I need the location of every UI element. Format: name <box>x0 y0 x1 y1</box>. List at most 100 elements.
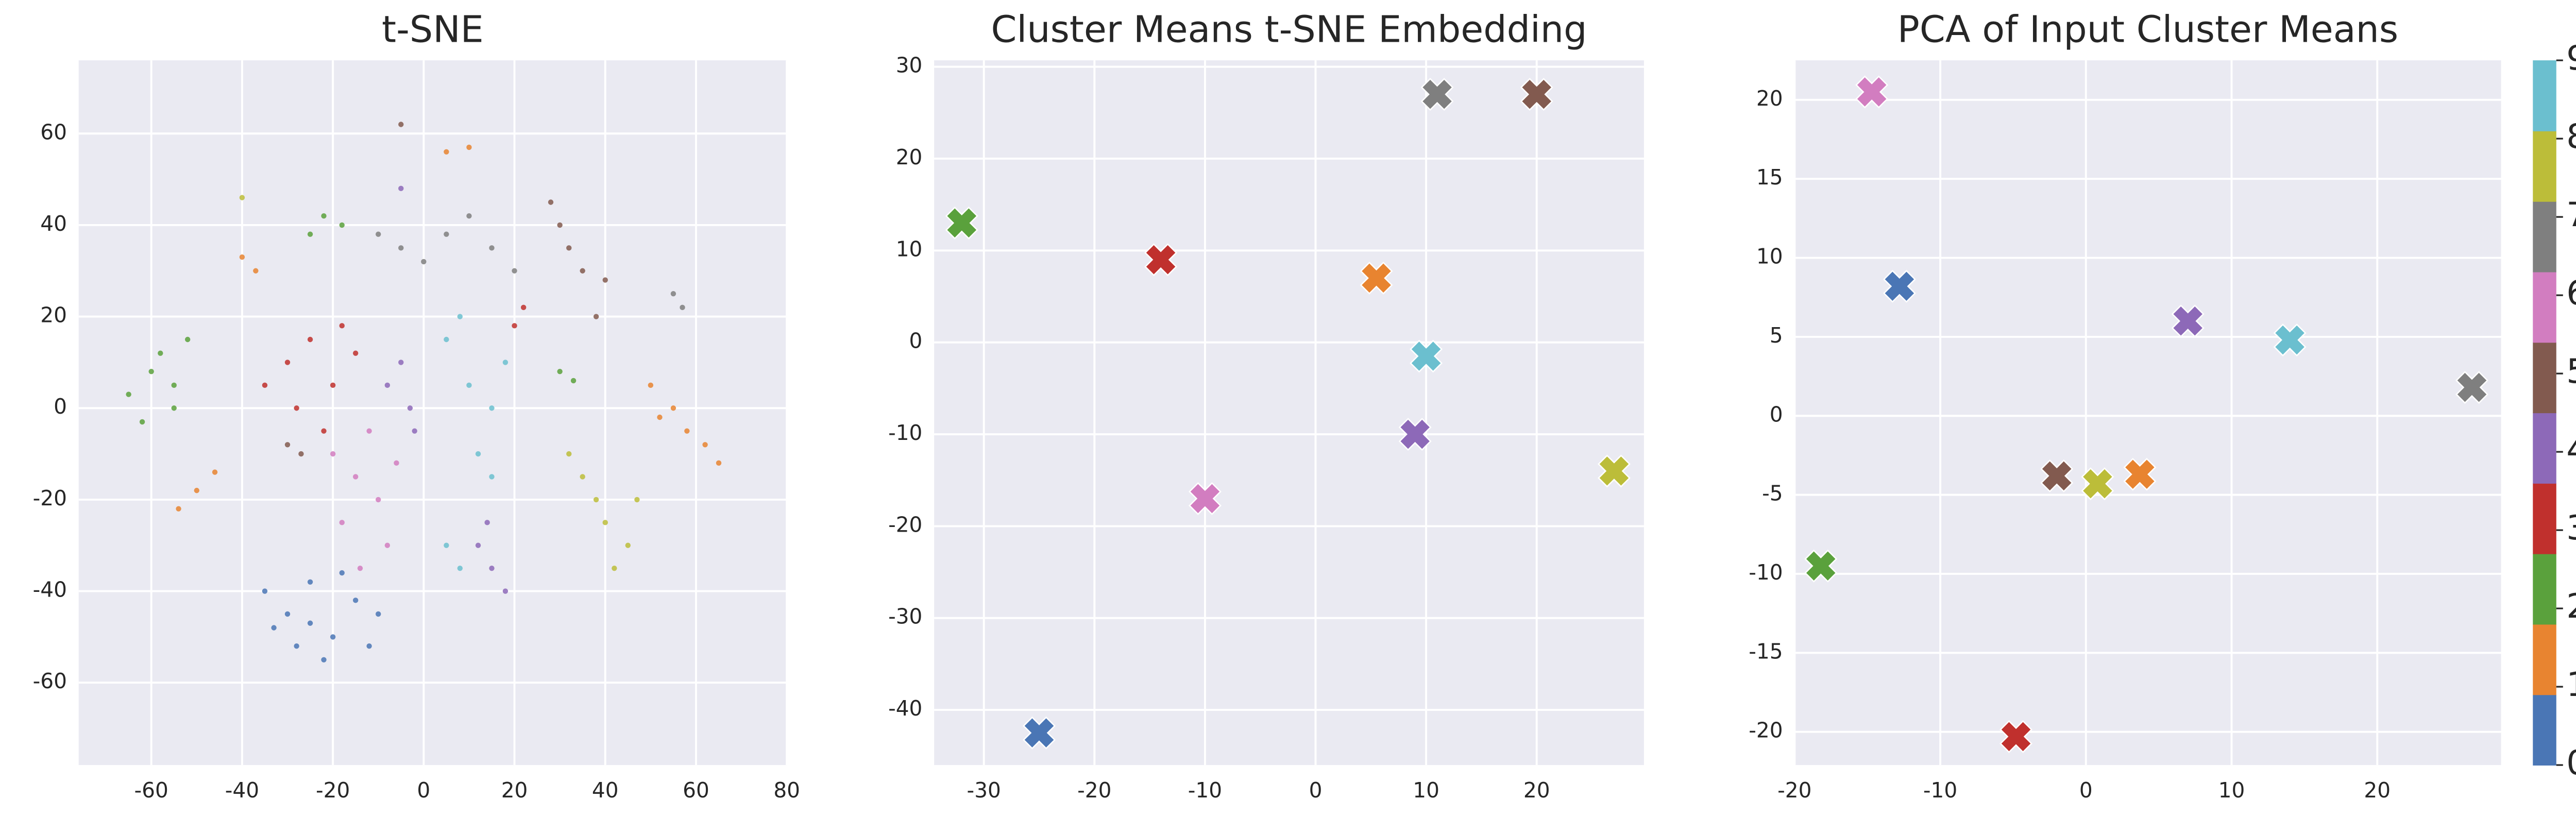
point <box>444 231 449 237</box>
point <box>444 542 449 548</box>
point <box>194 487 199 493</box>
point <box>512 323 517 329</box>
x-tick-label: 0 <box>1309 778 1323 803</box>
cluster-mean <box>1597 454 1631 488</box>
point <box>548 199 554 205</box>
x-tick-label: -30 <box>967 778 1001 803</box>
point <box>271 625 277 631</box>
cluster-mean <box>1144 243 1178 277</box>
colorbar-tick-label: 2 <box>2566 587 2576 626</box>
point <box>184 336 191 343</box>
cluster-mean <box>1883 269 1916 303</box>
point <box>284 360 291 365</box>
y-tick-label: 20 <box>40 303 67 328</box>
point <box>657 414 663 420</box>
point <box>475 542 481 548</box>
point <box>670 291 676 297</box>
point <box>593 314 599 319</box>
cluster-mean <box>1420 78 1454 111</box>
colorbar-segment <box>2533 60 2556 131</box>
point <box>171 405 177 411</box>
point <box>339 323 345 329</box>
point <box>307 336 313 343</box>
point <box>366 643 372 649</box>
colorbar-tick-label: 4 <box>2566 431 2576 469</box>
point <box>602 520 608 525</box>
point <box>421 259 427 265</box>
point <box>352 474 359 480</box>
point <box>484 520 490 525</box>
y-tick-label: -40 <box>888 696 922 721</box>
colorbar-tick-label: 8 <box>2566 117 2576 156</box>
y-tick-label: -15 <box>1749 639 1783 663</box>
cluster-mean <box>1023 716 1056 750</box>
point <box>398 360 404 365</box>
point <box>384 382 391 388</box>
colorbar-tick-label: 5 <box>2566 352 2576 391</box>
point <box>557 222 563 228</box>
y-tick-label: 20 <box>1756 86 1783 111</box>
x-tick-label: -60 <box>134 778 168 803</box>
x-tick-label: 0 <box>417 778 430 803</box>
x-tick-label: 20 <box>1523 778 1550 803</box>
point <box>262 382 268 388</box>
point <box>294 405 299 411</box>
point <box>502 360 509 365</box>
x-tick-label: 40 <box>592 778 619 803</box>
point <box>634 497 640 503</box>
point <box>384 542 391 548</box>
colorbar-segment <box>2533 553 2556 625</box>
point <box>489 474 495 480</box>
point <box>580 268 585 274</box>
point <box>684 428 690 434</box>
y-tick-label: -60 <box>33 669 67 693</box>
point <box>339 222 345 228</box>
y-tick-label: 15 <box>1756 165 1783 190</box>
point <box>294 643 299 649</box>
colorbar-segment <box>2533 694 2556 766</box>
point <box>126 392 131 397</box>
chart-title: PCA of Input Cluster Means <box>1897 8 2398 50</box>
point <box>321 428 327 434</box>
y-tick-label: 20 <box>896 145 923 169</box>
point <box>412 428 417 434</box>
cluster-mean <box>1398 418 1432 451</box>
cluster-mean <box>1188 482 1222 515</box>
point <box>466 144 472 150</box>
y-tick-label: -10 <box>888 420 922 445</box>
point <box>502 588 509 594</box>
point <box>262 588 268 594</box>
chart-title: Cluster Means t-SNE Embedding <box>991 8 1587 50</box>
x-tick-label: 10 <box>1413 778 1439 803</box>
cluster-mean <box>2171 304 2205 338</box>
point <box>366 428 372 434</box>
point <box>407 405 413 411</box>
y-tick-label: -5 <box>1762 481 1783 506</box>
colorbar-tick-label: 7 <box>2566 196 2576 234</box>
colorbar-tick-label: 0 <box>2566 744 2576 782</box>
point <box>253 268 259 274</box>
cluster-mean <box>1804 549 1838 583</box>
point <box>512 268 517 274</box>
x-tick-label: 10 <box>2218 778 2245 803</box>
point <box>680 304 685 311</box>
x-tick-label: -20 <box>1077 778 1111 803</box>
y-tick-label: 10 <box>896 236 923 261</box>
colorbar-tick-label: 3 <box>2566 509 2576 548</box>
point <box>612 565 617 571</box>
plot-area <box>934 60 1644 765</box>
colorbar-tick-label: 9 <box>2566 39 2576 78</box>
cluster-mean <box>1410 339 1443 373</box>
point <box>625 542 631 548</box>
y-tick-label: -40 <box>33 577 67 602</box>
point <box>376 497 381 503</box>
point <box>648 382 654 388</box>
plot-area <box>1794 60 2501 765</box>
point <box>444 336 449 343</box>
cluster-mean <box>945 206 978 240</box>
point <box>566 451 572 457</box>
y-tick-label: 0 <box>909 329 923 353</box>
y-tick-label: -20 <box>888 512 922 537</box>
point <box>171 382 177 388</box>
